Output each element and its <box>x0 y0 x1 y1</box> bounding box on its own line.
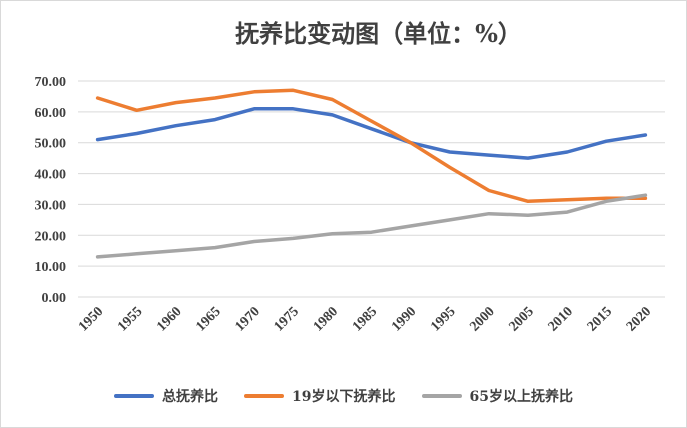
x-tick-label: 2005 <box>506 304 536 334</box>
series-line-1 <box>95 88 648 204</box>
x-tick-label: 1965 <box>193 304 223 334</box>
series-lines <box>95 88 648 259</box>
legend-swatch-over65 <box>421 394 462 398</box>
x-tick-label: 1985 <box>350 304 380 334</box>
legend-item-over65: 65岁以上抚养比 <box>421 386 573 406</box>
x-tick-label: 1955 <box>115 304 145 334</box>
legend-item-total: 总抚养比 <box>114 386 218 406</box>
x-tick-label: 2020 <box>624 304 654 334</box>
y-tick-label: 10.00 <box>35 260 67 275</box>
y-tick-label: 60.00 <box>35 106 67 121</box>
x-tick-label: 1980 <box>311 304 341 334</box>
chart-title: 抚养比变动图（单位：%） <box>235 19 522 48</box>
y-tick-label: 0.00 <box>42 291 67 306</box>
y-axis-labels: 0.00 10.00 20.00 30.00 40.00 50.00 60.00 70.00 <box>35 75 67 306</box>
series-line-0 <box>95 107 648 160</box>
x-tick-label: 1970 <box>233 304 263 334</box>
y-tick-label: 40.00 <box>35 168 67 183</box>
legend-swatch-total <box>114 394 155 398</box>
x-tick-label: 1990 <box>389 304 419 334</box>
y-tick-label: 30.00 <box>35 198 67 213</box>
x-tick-label: 1950 <box>76 304 106 334</box>
y-tick-label: 70.00 <box>35 75 67 90</box>
x-tick-label: 1995 <box>428 304 458 334</box>
x-axis-labels: 1950 1955 1960 1965 1970 1975 1980 1985 1990 1995… <box>76 304 654 334</box>
x-tick-label: 2015 <box>585 304 615 334</box>
x-tick-label: 2000 <box>467 304 497 334</box>
series-line-2 <box>95 193 648 259</box>
legend-label-over65: 65岁以上抚养比 <box>469 389 573 405</box>
gridlines <box>78 80 665 298</box>
x-tick-label: 1975 <box>272 304 302 334</box>
x-tick-label: 2010 <box>546 304 576 334</box>
legend-label-under19: 19岁以下抚养比 <box>292 389 396 405</box>
legend-item-under19: 19岁以下抚养比 <box>244 386 396 406</box>
legend-label-total: 总抚养比 <box>162 389 219 405</box>
y-tick-label: 50.00 <box>35 137 67 152</box>
legend-swatch-under19 <box>244 394 285 398</box>
x-tick-label: 1960 <box>154 304 184 334</box>
legend: 总抚养比 19岁以下抚养比 65岁以上抚养比 <box>0 384 687 408</box>
y-tick-label: 20.00 <box>35 229 67 244</box>
